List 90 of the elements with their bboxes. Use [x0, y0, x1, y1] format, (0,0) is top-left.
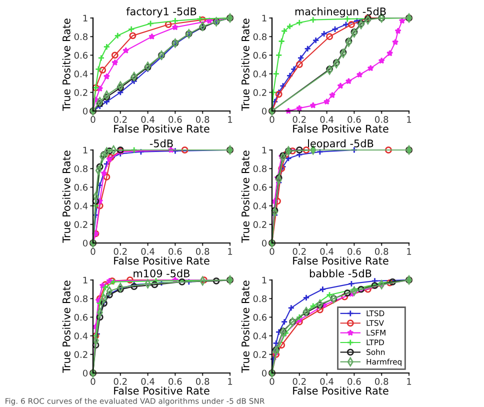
x-tick-label: 1 — [407, 248, 412, 255]
y-tick-label: 1 — [83, 276, 88, 284]
x-tick-label: 1 — [228, 248, 232, 255]
y-tick-label: 0.2 — [74, 221, 88, 228]
y-tick-label: 1 — [83, 146, 88, 154]
chart-title: -5dB — [150, 139, 173, 148]
x-tick-label: 0.4 — [141, 116, 154, 123]
x-tick-label: 0 — [270, 248, 274, 255]
y-tick-label: 0 — [262, 240, 267, 247]
x-tick-label: 0.2 — [292, 248, 306, 255]
y-tick-label: 0.2 — [253, 89, 266, 96]
x-tick-label: 0.2 — [292, 378, 306, 385]
chart-title: machinegun -5dB — [295, 7, 386, 18]
x-axis-title: False Positive Rate — [293, 124, 388, 133]
y-tick-label: 0.6 — [74, 52, 88, 59]
y-tick-label: 1 — [83, 14, 88, 22]
x-axis-title: False Positive Rate — [114, 124, 210, 133]
x-tick-label: 0.6 — [348, 116, 361, 123]
x-tick-label: 0.4 — [141, 378, 154, 385]
x-tick-label: 0.4 — [320, 116, 334, 123]
y-tick-label: 0.8 — [253, 165, 267, 172]
y-tick-label: 0.2 — [253, 221, 266, 228]
y-axis-title: True Positive Rate — [241, 150, 250, 243]
x-tick-label: 0.8 — [196, 248, 210, 255]
y-tick-label: 0 — [262, 370, 267, 377]
x-tick-label: 0 — [90, 378, 96, 385]
chart-title: factory1 -5dB — [126, 7, 196, 18]
y-tick-label: 0.6 — [253, 314, 267, 321]
y-tick-label: 0 — [82, 370, 88, 377]
y-tick-label: 0.2 — [74, 351, 88, 358]
y-tick-label: 0.2 — [74, 89, 88, 96]
y-axis-title: True Positive Rate — [241, 280, 250, 373]
chart-title: m109 -5dB — [134, 269, 190, 278]
y-axis-title: True Positive Rate — [62, 18, 70, 111]
x-tick-label: 0 — [90, 248, 96, 255]
y-tick-label: 0.4 — [253, 70, 267, 78]
x-axis-title: False Positive Rate — [293, 256, 388, 265]
y-tick-label: 0.4 — [74, 332, 88, 340]
x-tick-label: 1 — [228, 378, 232, 385]
x-tick-label: 0.6 — [348, 248, 361, 255]
x-tick-label: 1 — [407, 116, 412, 123]
y-tick-label: 0 — [262, 108, 267, 115]
x-tick-label: 1 — [407, 378, 412, 385]
y-tick-label: 0.6 — [74, 184, 88, 191]
y-axis-title: True Positive Rate — [241, 18, 250, 111]
x-tick-label: 0 — [90, 116, 96, 123]
chart-title: leopard -5dB — [308, 139, 374, 150]
y-tick-label: 0 — [82, 108, 88, 115]
y-tick-label: 0.4 — [74, 202, 88, 210]
x-axis-title: False Positive Rate — [114, 256, 210, 265]
x-axis-title: False Positive Rate — [293, 386, 388, 395]
x-tick-label: 0.4 — [320, 378, 334, 385]
x-tick-label: 0.4 — [320, 248, 334, 255]
x-tick-label: 0.4 — [141, 248, 154, 255]
x-tick-label: 0.8 — [375, 116, 388, 123]
y-tick-label: 0.6 — [253, 52, 267, 59]
x-tick-label: 0 — [270, 378, 274, 385]
x-tick-label: 0.8 — [375, 248, 388, 255]
y-tick-label: 0.8 — [74, 33, 88, 40]
x-tick-label: 0.6 — [168, 248, 182, 255]
x-tick-label: 0.8 — [375, 378, 388, 385]
x-axis-title: False Positive Rate — [114, 386, 210, 395]
y-tick-label: 0.4 — [253, 202, 267, 210]
y-tick-label: 0 — [82, 240, 88, 247]
y-tick-label: 1 — [262, 146, 266, 154]
y-tick-label: 0.4 — [253, 332, 267, 340]
x-tick-label: 0.6 — [168, 378, 182, 385]
x-tick-label: 0.8 — [196, 378, 210, 385]
x-tick-label: 0.2 — [114, 116, 127, 123]
y-tick-label: 0.8 — [253, 295, 267, 302]
y-axis-title: True Positive Rate — [62, 150, 70, 243]
x-tick-label: 0.2 — [114, 378, 127, 385]
y-tick-label: 1 — [262, 276, 266, 284]
y-tick-label: 0.8 — [253, 33, 267, 40]
chart-title: babble -5dB — [310, 269, 372, 278]
x-tick-label: 0.6 — [348, 378, 361, 385]
x-tick-label: 0 — [270, 116, 274, 123]
y-tick-label: 0.6 — [74, 314, 88, 321]
y-tick-label: 0.6 — [253, 184, 267, 191]
x-tick-label: 1 — [228, 116, 232, 123]
y-tick-label: 0.8 — [74, 165, 88, 172]
y-tick-label: 1 — [262, 14, 266, 22]
x-tick-label: 0.2 — [292, 116, 306, 123]
y-tick-label: 0.2 — [253, 351, 266, 358]
y-tick-label: 0.8 — [74, 295, 88, 302]
x-tick-label: 0.8 — [196, 116, 210, 123]
x-tick-label: 0.2 — [114, 248, 127, 255]
y-axis-title: True Positive Rate — [62, 280, 70, 373]
y-tick-label: 0.4 — [74, 70, 88, 78]
x-tick-label: 0.6 — [168, 116, 182, 123]
